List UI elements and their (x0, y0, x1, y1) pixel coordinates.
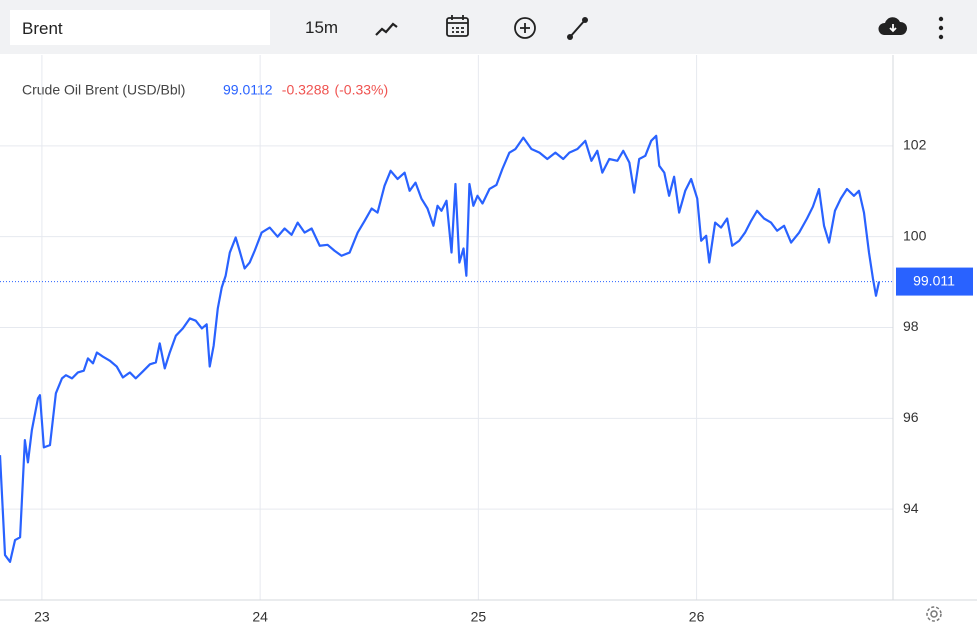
header-change: -0.3288 (282, 82, 330, 98)
y-tick-label: 96 (903, 409, 919, 425)
chart-type-icon[interactable] (375, 22, 398, 36)
y-tick-label: 102 (903, 137, 927, 153)
menu-icon[interactable] (938, 16, 944, 40)
header-price: 99.0112 (223, 82, 273, 98)
x-tick-label: 25 (471, 609, 487, 625)
toolbar-icons (375, 15, 944, 40)
toolbar: Brent 15m (0, 0, 977, 54)
calendar-icon[interactable] (446, 15, 469, 37)
draw-line-icon[interactable] (567, 17, 588, 40)
x-tick-label: 26 (689, 609, 705, 625)
price-line (0, 134, 881, 563)
download-icon[interactable] (878, 17, 908, 35)
x-tick-label: 24 (252, 609, 268, 625)
y-tick-label: 100 (903, 227, 927, 243)
y-tick-label: 94 (903, 500, 919, 516)
x-tick-label: 23 (34, 609, 50, 625)
y-tick-label: 98 (903, 318, 919, 334)
symbol-input[interactable]: Brent (10, 10, 270, 45)
interval-button[interactable]: 15m (305, 18, 339, 37)
last-price-label: 99.011 (913, 272, 955, 288)
symbol-text: Brent (22, 19, 63, 38)
add-indicator-icon[interactable] (514, 17, 536, 39)
last-price-tag (896, 267, 973, 296)
header-change-pct: (-0.33%) (334, 82, 388, 98)
plot: 94 96 98 100 102 23 24 25 26 99.011 (0, 55, 977, 625)
series-title: Crude Oil Brent (USD/Bbl) (22, 82, 185, 98)
settings-icon[interactable] (926, 606, 942, 622)
